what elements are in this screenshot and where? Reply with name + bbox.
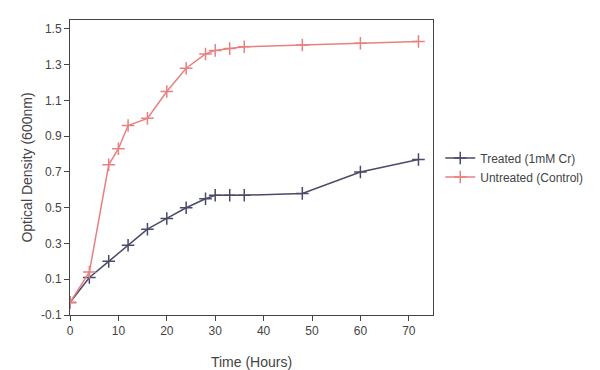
svg-text:50: 50 bbox=[305, 324, 319, 338]
svg-text:Optical Density (600nm): Optical Density (600nm) bbox=[19, 92, 35, 242]
svg-text:Treated (1mM Cr): Treated (1mM Cr) bbox=[480, 152, 575, 166]
svg-text:1.5: 1.5 bbox=[45, 22, 62, 36]
svg-text:0.9: 0.9 bbox=[45, 129, 62, 143]
svg-text:0.5: 0.5 bbox=[45, 201, 62, 215]
svg-text:30: 30 bbox=[209, 324, 223, 338]
svg-text:-0.1: -0.1 bbox=[41, 308, 62, 322]
svg-text:0: 0 bbox=[67, 324, 74, 338]
svg-text:Untreated (Control): Untreated (Control) bbox=[480, 171, 583, 185]
svg-text:40: 40 bbox=[257, 324, 271, 338]
svg-text:20: 20 bbox=[160, 324, 174, 338]
svg-text:60: 60 bbox=[354, 324, 368, 338]
svg-text:0.1: 0.1 bbox=[45, 272, 62, 286]
svg-text:0.7: 0.7 bbox=[45, 165, 62, 179]
svg-text:Time (Hours): Time (Hours) bbox=[211, 354, 292, 370]
svg-text:1.1: 1.1 bbox=[45, 94, 62, 108]
svg-text:1.3: 1.3 bbox=[45, 58, 62, 72]
svg-text:70: 70 bbox=[402, 324, 416, 338]
svg-text:0.3: 0.3 bbox=[45, 237, 62, 251]
svg-text:10: 10 bbox=[112, 324, 126, 338]
